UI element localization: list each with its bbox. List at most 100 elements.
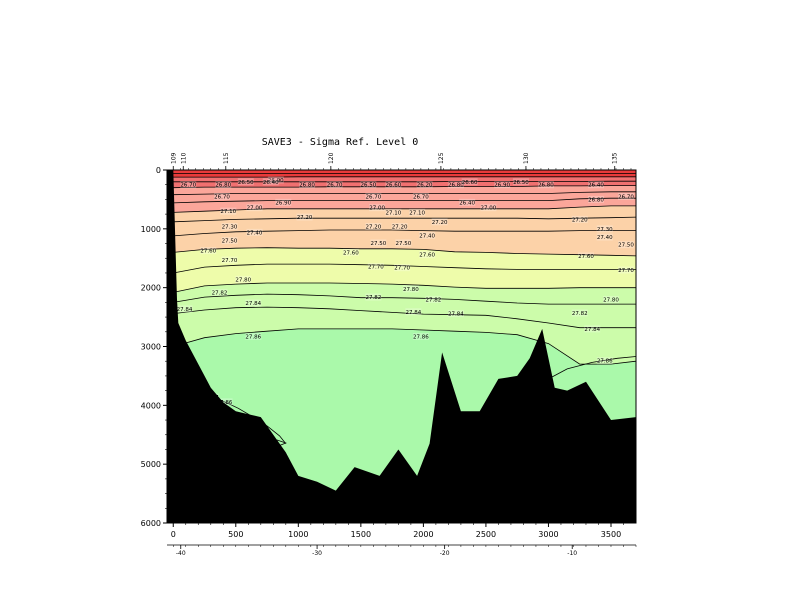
contour-27.82 [167, 293, 636, 305]
contour-label-bg [447, 181, 464, 189]
contour-label-bg [221, 222, 238, 230]
contour-label: 26.70 [327, 183, 343, 189]
contour-label: 26.40 [263, 180, 279, 186]
contour-label-bg [176, 305, 193, 313]
contour-label: 27.60 [343, 250, 359, 256]
contour-label: 27.84 [584, 327, 600, 333]
contour-label: 27.30 [597, 227, 613, 233]
contour-label: 27.60 [419, 253, 435, 259]
contour-label-bg [402, 285, 419, 293]
contour-label: 26.70 [180, 183, 196, 189]
contour-label: 27.84 [406, 310, 422, 316]
axes: 0 1000 2000 3000 4000 5000 6000 0 500 1000 1500 200… [141, 152, 637, 557]
contour-label: 27.20 [365, 224, 381, 230]
contour-label-bg [596, 233, 613, 241]
longitude-tick-label: -40 [176, 550, 186, 557]
contour-label: 27.50 [370, 241, 386, 247]
x-tick-label: 0 [171, 530, 176, 539]
seafloor [167, 170, 636, 523]
contour-label-bg [365, 293, 382, 301]
y-tick-label: 0 [156, 166, 161, 175]
contour-27.50 [167, 229, 636, 237]
contour-label-bg [296, 213, 313, 221]
contour-label-bg [367, 262, 384, 270]
station-tick-label: 109 [170, 152, 177, 164]
contour-label-bg [494, 181, 511, 189]
contour-label-bg [480, 204, 497, 212]
contour-label-bg [365, 192, 382, 200]
y-tick-label: 4000 [141, 401, 161, 410]
contour-label-bg [459, 198, 476, 206]
contour-label: 27.84 [245, 301, 261, 307]
x-tick-label: 3000 [538, 530, 558, 539]
chart-title: SAVE3 - Sigma Ref. Level 0 [262, 137, 419, 148]
contour-label: 27.20 [432, 220, 448, 226]
contour-label-bg [215, 181, 232, 189]
contour-label: 26.90 [275, 200, 291, 206]
contour-label-bg [617, 192, 634, 200]
contour-label: 26.50 [513, 180, 529, 186]
contour-label-bg [431, 218, 448, 226]
contour-label-bg [365, 222, 382, 230]
contour-label: 26.80 [299, 183, 315, 189]
x-tick-label: 500 [228, 530, 243, 539]
contour-label: 27.84 [448, 312, 464, 318]
contour-label-bg [211, 288, 228, 296]
contour-label: 26.50 [360, 183, 376, 189]
contour-label-bg [246, 204, 263, 212]
contour-label-bg [512, 178, 529, 186]
contour-label: 27.84 [177, 307, 193, 313]
contour-label-bg [419, 231, 436, 239]
contour-27.20 [167, 197, 636, 204]
contour-label-bg [326, 181, 343, 189]
contour-label-bg [275, 198, 292, 206]
contour-label-bg [617, 241, 634, 249]
contour-label-bg [369, 204, 386, 212]
contour-label-bg [587, 181, 604, 189]
contour-label: 26.50 [238, 180, 254, 186]
contour-label: 27.10 [385, 210, 401, 216]
contour-label: 27.80 [603, 297, 619, 303]
contour-27.00 [167, 185, 636, 189]
contour-label: 26.20 [417, 183, 433, 189]
y-tick-label: 5000 [141, 460, 161, 469]
x-tick-label: 3500 [601, 530, 621, 539]
contour-label: 26.90 [268, 178, 284, 184]
contour-lines [167, 173, 636, 447]
contour-label: 27.10 [220, 209, 236, 215]
contour-label: 27.00 [481, 206, 497, 212]
contour-label: 27.20 [572, 217, 588, 223]
contour-label-bg [245, 332, 262, 340]
contour-label-bg [409, 208, 426, 216]
contour-label: 26.80 [215, 183, 231, 189]
seafloor-bathymetry [167, 170, 636, 523]
contour-label: 26.80 [588, 197, 604, 203]
contour-label: 27.70 [394, 266, 410, 272]
contour-label-bg [391, 222, 408, 230]
contour-27.40 [167, 216, 636, 223]
contour-label-bg [180, 181, 197, 189]
contour-label: 27.86 [217, 400, 233, 406]
contour-26.90 [167, 180, 636, 183]
station-tick-label: 110 [180, 152, 187, 164]
contour-label: 26.60 [462, 180, 478, 186]
contour-label-bg [602, 295, 619, 303]
longitude-tick-label: -30 [312, 550, 322, 557]
contour-label-bg [385, 208, 402, 216]
contour-label: 27.60 [578, 254, 594, 260]
contour-label-bg [370, 239, 387, 247]
contour-label-bg [537, 181, 554, 189]
y-tick-label: 3000 [141, 343, 161, 352]
contour-label-bg [385, 181, 402, 189]
contour-label: 27.80 [235, 277, 251, 283]
contour-label: 27.70 [618, 268, 634, 274]
contour-label: 26.80 [448, 183, 464, 189]
contour-27.30 [167, 205, 636, 213]
contour-label: 27.82 [212, 290, 228, 296]
contour-label-bg [617, 266, 634, 274]
station-tick-label: 125 [438, 152, 445, 164]
contour-27.70 [167, 263, 636, 274]
contour-label-bg [571, 215, 588, 223]
contour-27.60 [167, 247, 636, 257]
contour-label-bg [571, 309, 588, 317]
